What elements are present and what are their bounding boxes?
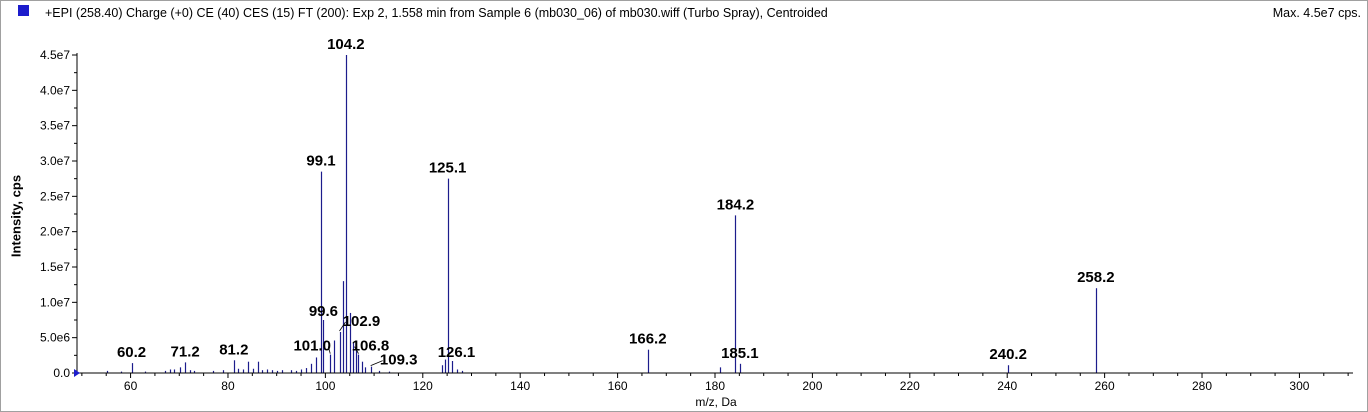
y-tick-label: 3.5e7 [40,119,70,133]
y-tick-label: 3.0e7 [40,154,70,168]
peak-label: 99.6 [309,303,338,320]
y-tick-label: 2.5e7 [40,189,70,203]
y-axis-title: Intensity, cps [8,174,24,258]
peak-label: 101.0 [293,338,331,355]
max-intensity-label: Max. 4.5e7 cps. [1272,6,1361,20]
peak-label: 60.2 [117,344,146,361]
x-tick-label: 280 [1192,379,1212,393]
axis-ticks: 60 80 100 120 140 160 180 200 220 240 260 280 300 0.0… [40,48,1349,393]
x-tick-label: 120 [413,379,433,393]
peak-label: 104.2 [327,36,365,53]
peak-label: 106.8 [352,338,390,355]
peak-label-leader [370,360,383,367]
y-tick-label: 5.0e6 [40,331,70,345]
peak-label: 99.1 [306,153,335,170]
peak-label: 185.1 [721,345,759,362]
peak-label: 258.2 [1077,269,1115,286]
x-tick-label: 300 [1289,379,1309,393]
peak-label: 125.1 [429,160,467,177]
x-tick-label: 240 [997,379,1017,393]
x-tick-label: 260 [1095,379,1115,393]
peak-label: 109.3 [380,352,418,369]
peak-label: 102.9 [343,313,381,330]
axis-origin-marker-icon [74,369,80,377]
x-tick-label: 140 [510,379,530,393]
x-axis-title: m/z, Da [695,395,737,409]
series-color-marker-icon [18,5,29,16]
x-tick-label: 220 [900,379,920,393]
y-tick-label: 4.5e7 [40,48,70,62]
x-tick-label: 180 [705,379,725,393]
peak-bars [106,55,1098,373]
x-tick-label: 100 [315,379,335,393]
y-tick-label: 1.5e7 [40,260,70,274]
x-tick-label: 80 [221,379,235,393]
x-tick-label: 160 [608,379,628,393]
peak-label: 81.2 [219,341,248,358]
peak-label-leader [327,346,331,354]
peak-label: 184.2 [717,196,755,213]
peak-label: 71.2 [171,343,200,360]
peak-label: 166.2 [629,331,667,348]
peak-label-leader [354,346,359,354]
peak-label-leader [339,321,346,332]
y-tick-label: 4.0e7 [40,83,70,97]
peak-label: 126.1 [438,344,476,361]
peak-label: 240.2 [989,346,1027,363]
y-tick-label: 1.0e7 [40,295,70,309]
y-tick-label: 0.0 [53,366,70,380]
x-tick-label: 200 [802,379,822,393]
axes [74,53,1353,377]
x-tick-label: 60 [124,379,138,393]
spectrum-header-title: +EPI (258.40) Charge (+0) CE (40) CES (1… [45,6,828,20]
peak-labels: 60.2 71.2 81.2 99.1 99.6 101.0 102.9 104.2 106.8… [117,36,1115,369]
y-tick-label: 2.0e7 [40,225,70,239]
